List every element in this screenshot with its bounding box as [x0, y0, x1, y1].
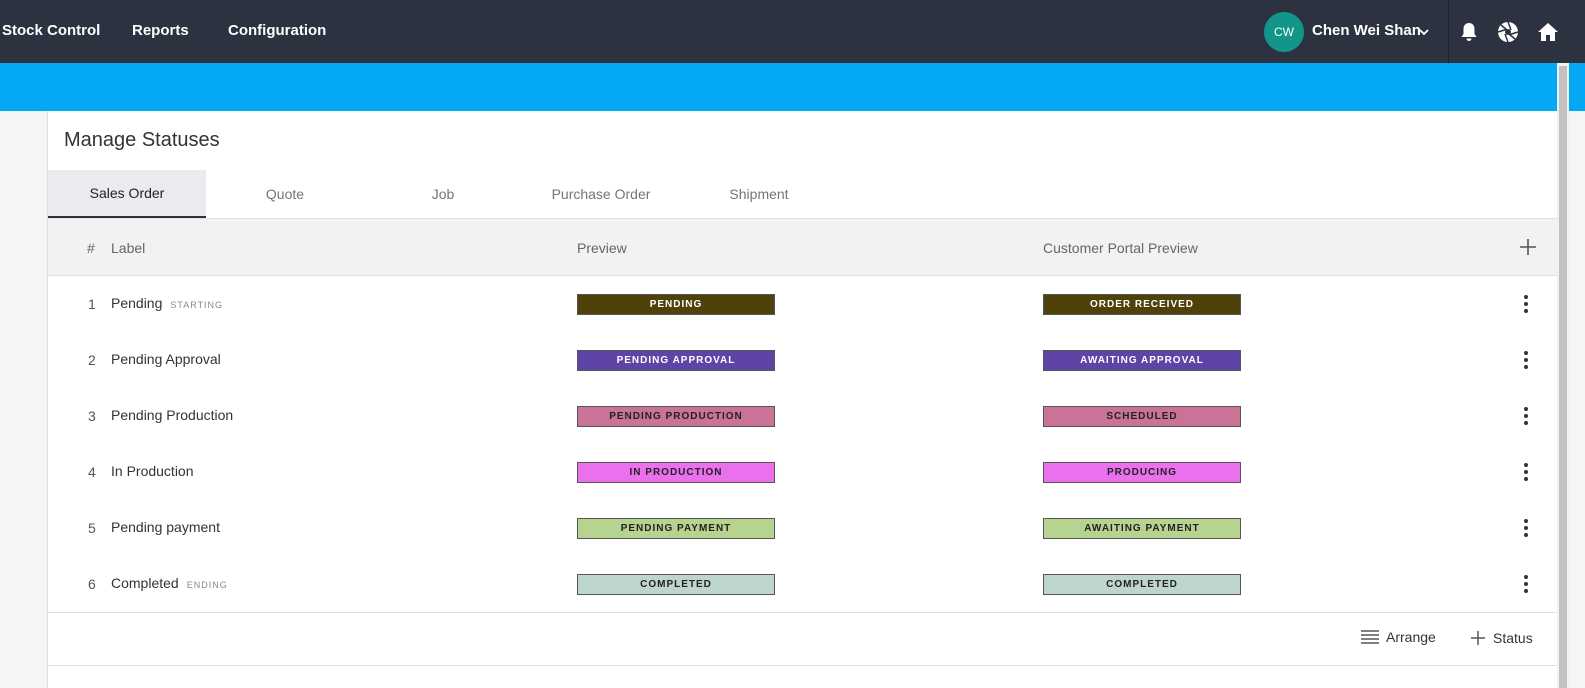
tab-sales-order[interactable]: Sales Order [48, 170, 206, 218]
row-label: Pending Production [111, 407, 234, 423]
portal-preview-badge: ORDER RECEIVED [1043, 294, 1241, 315]
row-number: 4 [88, 464, 96, 480]
table-footer: Arrange Status [48, 613, 1558, 666]
page-title: Manage Statuses [64, 129, 220, 151]
status-preview-badge: IN PRODUCTION [577, 462, 775, 483]
portal-preview-badge: PRODUCING [1043, 462, 1241, 483]
status-preview-badge: COMPLETED [577, 574, 775, 595]
more-options-icon[interactable] [1520, 292, 1532, 316]
tab-shipment[interactable]: Shipment [729, 186, 789, 202]
row-tag: ENDING [186, 580, 228, 590]
bell-icon[interactable] [1457, 20, 1481, 44]
row-number: 2 [88, 352, 96, 368]
avatar[interactable]: CW [1264, 12, 1304, 52]
more-options-icon[interactable] [1520, 516, 1532, 540]
table-row: 4 In Production IN PRODUCTION PRODUCING [48, 444, 1558, 501]
add-status-button[interactable]: Status [1469, 629, 1533, 647]
status-preview-badge: PENDING APPROVAL [577, 350, 775, 371]
header-preview: Preview [577, 240, 627, 256]
manage-statuses-panel: Manage Statuses Sales Order Quote Job Pu… [47, 111, 1558, 688]
table-header: # Label Preview Customer Portal Preview [48, 219, 1558, 276]
arrange-button[interactable]: Arrange [1360, 629, 1436, 645]
header-customer-portal-preview: Customer Portal Preview [1043, 240, 1198, 256]
arrange-label: Arrange [1386, 629, 1436, 645]
nav-configuration[interactable]: Configuration [228, 22, 327, 39]
row-label: Pending STARTING [111, 295, 224, 311]
status-preview-badge: PENDING PAYMENT [577, 518, 775, 539]
more-options-icon[interactable] [1520, 348, 1532, 372]
add-status-icon[interactable] [1517, 236, 1539, 258]
aperture-icon[interactable] [1496, 20, 1520, 44]
row-label: Completed ENDING [111, 575, 228, 591]
header-label: Label [111, 240, 146, 256]
table-row: 5 Pending payment PENDING PAYMENT AWAITI… [48, 500, 1558, 557]
chevron-down-icon[interactable] [1416, 24, 1432, 40]
nav-stock-control[interactable]: Stock Control [2, 22, 101, 39]
row-tag: STARTING [170, 300, 224, 310]
plus-icon [1471, 631, 1485, 645]
reorder-icon [1361, 630, 1379, 644]
home-icon[interactable] [1536, 20, 1560, 44]
portal-preview-badge: COMPLETED [1043, 574, 1241, 595]
row-label: Pending Approval [111, 351, 221, 367]
status-preview-badge: PENDING [577, 294, 775, 315]
tab-job[interactable]: Job [431, 186, 455, 202]
row-label: In Production [111, 463, 194, 479]
add-status-label: Status [1493, 630, 1533, 646]
row-label: Pending payment [111, 519, 220, 535]
more-options-icon[interactable] [1520, 404, 1532, 428]
row-number: 3 [88, 408, 96, 424]
row-number: 6 [88, 576, 96, 592]
table-row: 2 Pending Approval PENDING APPROVAL AWAI… [48, 332, 1558, 389]
accent-banner [0, 63, 1585, 111]
scrollbar-thumb[interactable] [1559, 66, 1567, 688]
row-number: 1 [88, 296, 96, 312]
tab-purchase-order[interactable]: Purchase Order [551, 186, 651, 202]
row-number: 5 [88, 520, 96, 536]
status-preview-badge: PENDING PRODUCTION [577, 406, 775, 427]
portal-preview-badge: SCHEDULED [1043, 406, 1241, 427]
more-options-icon[interactable] [1520, 572, 1532, 596]
portal-preview-badge: AWAITING PAYMENT [1043, 518, 1241, 539]
tab-quote[interactable]: Quote [265, 186, 305, 202]
portal-preview-badge: AWAITING APPROVAL [1043, 350, 1241, 371]
table-row: 6 Completed ENDING COMPLETED COMPLETED [48, 556, 1558, 613]
more-options-icon[interactable] [1520, 460, 1532, 484]
header-number: # [87, 240, 95, 256]
user-name[interactable]: Chen Wei Shan [1312, 22, 1421, 39]
tabs-divider [48, 218, 1558, 219]
divider [1448, 0, 1449, 63]
left-gutter [0, 111, 47, 688]
nav-reports[interactable]: Reports [132, 22, 189, 39]
table-row: 1 Pending STARTING PENDING ORDER RECEIVED [48, 276, 1558, 333]
table-row: 3 Pending Production PENDING PRODUCTION … [48, 388, 1558, 445]
top-navigation-bar: Stock Control Reports Configuration CW C… [0, 0, 1585, 63]
